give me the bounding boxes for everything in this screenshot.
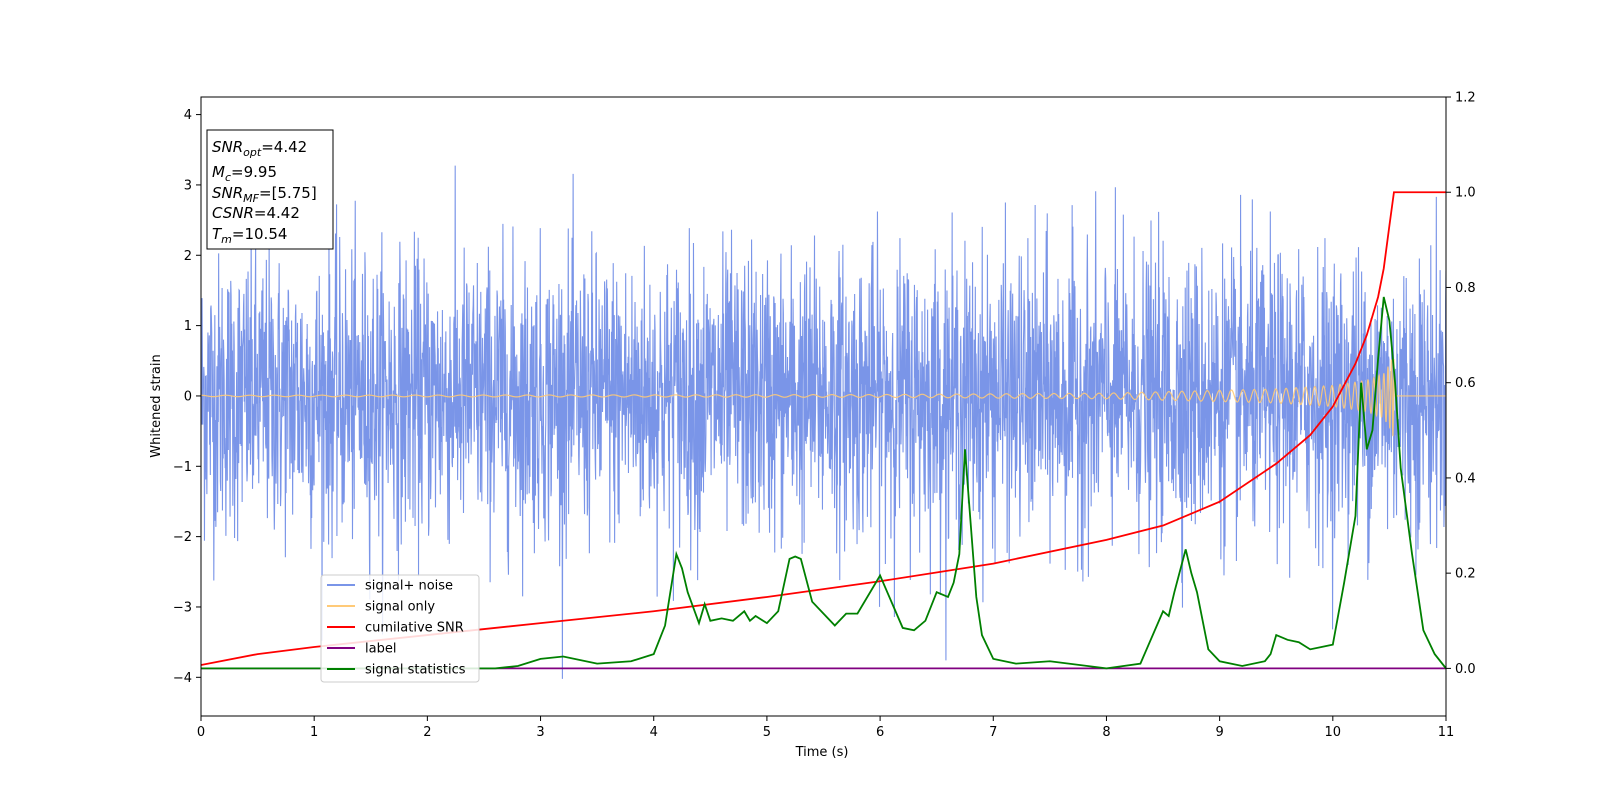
x-axis-title: Time (s) — [795, 745, 849, 760]
series-cumulative-snr — [201, 191, 1446, 666]
y2-tick-label: 0.4 — [1455, 471, 1476, 486]
y-tick-label: 0 — [184, 389, 192, 404]
series-layer — [201, 165, 1446, 679]
x-tick-label: 4 — [650, 725, 658, 740]
x-tick-label: 0 — [197, 725, 205, 740]
x-tick-label: 5 — [763, 725, 771, 740]
series-signal-plus-noise — [201, 165, 1446, 679]
x-tick-label: 2 — [423, 725, 431, 740]
y2-tick-label: 0.0 — [1455, 662, 1476, 677]
x-tick-label: 8 — [1102, 725, 1110, 740]
info-line: Tm=10.54 — [212, 225, 287, 246]
legend-label: cumilative SNR — [365, 621, 464, 636]
y2-tick-label: 0.8 — [1455, 281, 1476, 296]
legend-label: signal statistics — [365, 663, 466, 678]
y-axis-title: Whitened strain — [149, 354, 164, 457]
y2-tick-label: 1.2 — [1455, 91, 1476, 106]
info-line: Mc=9.95 — [212, 163, 277, 184]
info-box-frame — [206, 129, 334, 250]
info-line: CSNR=4.42 — [212, 204, 300, 222]
x-tick-label: 9 — [1215, 725, 1223, 740]
y-axis-right: 0.0 0.2 0.4 0.6 0.8 1.0 1.2 — [1446, 91, 1476, 677]
y2-tick-label: 1.0 — [1455, 186, 1476, 201]
y-tick-label: −1 — [173, 460, 192, 475]
legend-label: signal only — [365, 600, 435, 615]
y-tick-label: −2 — [173, 530, 192, 545]
legend-frame — [320, 574, 480, 683]
legend-label: signal+ noise — [365, 579, 453, 594]
legend: signal+ noise signal only cumilative SNR la… — [320, 574, 480, 683]
series-signal-only — [201, 358, 1446, 437]
y2-tick-label: 0.6 — [1455, 376, 1476, 391]
y2-tick-label: 0.2 — [1455, 567, 1476, 582]
x-tick-label: 7 — [989, 725, 997, 740]
info-line: SNRopt=4.42 — [212, 138, 307, 159]
plot-frame — [200, 96, 1447, 717]
y-tick-label: −3 — [173, 600, 192, 615]
x-tick-label: 11 — [1438, 725, 1455, 740]
y-tick-label: 4 — [184, 108, 192, 123]
x-axis: 0 1 2 3 4 5 6 7 8 9 10 11 — [197, 716, 1454, 740]
x-tick-label: 3 — [536, 725, 544, 740]
y-tick-label: −4 — [173, 671, 192, 686]
x-tick-label: 1 — [310, 725, 318, 740]
series-signal-statistics — [201, 296, 1446, 670]
y-tick-label: 1 — [184, 319, 192, 334]
y-tick-label: 3 — [184, 178, 192, 193]
info-line: SNRMF=[5.75] — [212, 184, 317, 205]
legend-label: label — [365, 642, 396, 657]
y-tick-label: 2 — [184, 249, 192, 264]
x-tick-label: 10 — [1325, 725, 1342, 740]
x-tick-label: 6 — [876, 725, 884, 740]
y-axis-left: −4 −3 −2 −1 0 1 2 3 4 — [173, 108, 201, 686]
